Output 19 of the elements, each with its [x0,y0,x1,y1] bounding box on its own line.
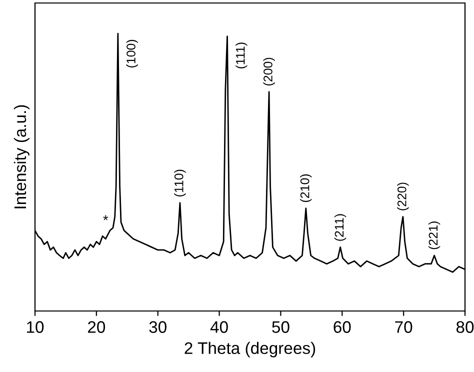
x-tick-label: 50 [272,321,290,333]
x-tick-label: 20 [88,321,106,333]
annotation: (211) [334,214,346,241]
annotation: (210) [300,174,312,202]
annotation: (220) [397,182,409,210]
annotation: (110) [174,170,186,196]
annotation: * [103,215,108,220]
x-tick-label: 70 [395,321,412,333]
x-tick-label: 80 [456,321,474,333]
annotation: (100) [126,40,138,68]
x-axis-title: 2 Theta (degrees) [184,342,316,358]
x-tick-label: 30 [149,321,166,333]
x-tick-label: 40 [210,321,228,333]
x-tick-label: 60 [334,321,351,333]
annotation: (111) [236,42,248,68]
x-tick-label: 10 [27,321,44,333]
annotation: (221) [428,222,440,250]
y-axis-title: Intensity (a.u.) [14,105,30,208]
annotation: (200) [263,58,275,86]
